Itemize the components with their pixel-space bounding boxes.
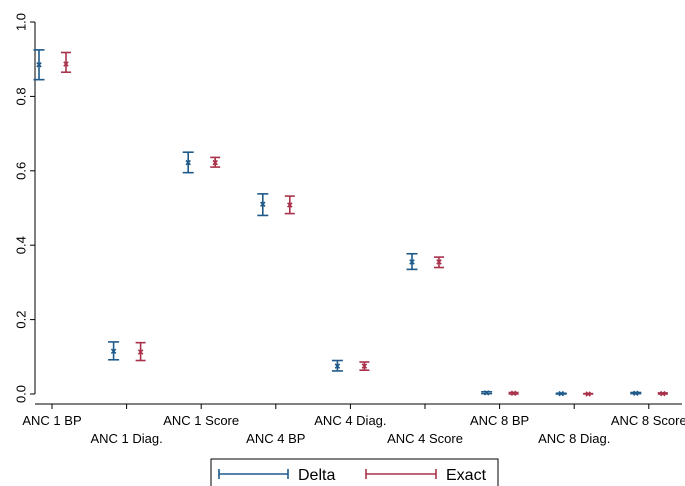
- y-tick-label: 0.4: [13, 236, 28, 254]
- error-bar-delta: [481, 390, 493, 396]
- data-point: [660, 390, 666, 397]
- data-point: [212, 159, 218, 166]
- error-bar-exact: [508, 390, 519, 397]
- error-bar-marks: [33, 49, 668, 397]
- x-tick-label: ANC 4 BP: [246, 431, 305, 446]
- error-bar-exact: [359, 361, 370, 371]
- error-bar-exact: [210, 156, 221, 168]
- y-tick-label: 1.0: [13, 13, 28, 31]
- data-point: [185, 159, 191, 166]
- error-bar-delta: [33, 49, 45, 81]
- legend-box: [210, 458, 499, 486]
- data-point: [36, 62, 42, 68]
- legend-label: Delta: [298, 467, 335, 484]
- x-tick-label: ANC 8 Diag.: [538, 431, 610, 446]
- y-tick-label: 0.6: [13, 162, 28, 180]
- data-point: [63, 61, 69, 67]
- error-bar-delta: [331, 359, 343, 372]
- data-point: [633, 390, 639, 397]
- error-bar-exact: [434, 256, 444, 269]
- data-point: [510, 390, 517, 397]
- error-bar-exact: [135, 341, 146, 362]
- data-point: [137, 349, 144, 355]
- y-tick-label: 0.0: [13, 385, 28, 403]
- x-tick-label: ANC 8 BP: [470, 413, 529, 428]
- data-point: [409, 259, 415, 265]
- error-bar-delta: [257, 193, 269, 217]
- legend-item-exact: Exact: [365, 467, 487, 484]
- error-bar-delta: [630, 390, 642, 397]
- y-tick-label: 0.2: [13, 311, 28, 329]
- x-tick-label: ANC 1 BP: [22, 413, 81, 428]
- legend: Delta Exact: [210, 458, 499, 486]
- y-tick-label: 0.8: [13, 87, 28, 105]
- data-point: [483, 390, 490, 396]
- error-bar-delta: [406, 252, 418, 271]
- error-bar-delta: [108, 341, 120, 361]
- x-tick-label: ANC 4 Score: [387, 431, 463, 446]
- data-point: [436, 259, 442, 265]
- error-bar-delta: [182, 151, 194, 174]
- x-tick-label: ANC 1 Diag.: [90, 431, 162, 446]
- error-bar-exact: [657, 390, 668, 397]
- data-point: [260, 201, 266, 208]
- error-bar-exact: [284, 195, 295, 215]
- data-point: [287, 202, 293, 208]
- x-tick-label: ANC 1 Score: [163, 413, 239, 428]
- error-bar-exact: [583, 391, 594, 397]
- x-tick-label: ANC 4 Diag.: [314, 413, 386, 428]
- data-point: [558, 390, 564, 397]
- error-bar-exact: [61, 51, 71, 74]
- legend-label: Exact: [446, 467, 487, 484]
- data-point: [110, 348, 117, 354]
- data-point: [334, 363, 341, 369]
- x-tick-label: ANC 8 Score: [611, 413, 685, 428]
- error-bar-delta: [555, 390, 567, 397]
- data-point: [361, 363, 368, 369]
- data-point: [585, 391, 591, 397]
- legend-item-delta: Delta: [218, 467, 335, 484]
